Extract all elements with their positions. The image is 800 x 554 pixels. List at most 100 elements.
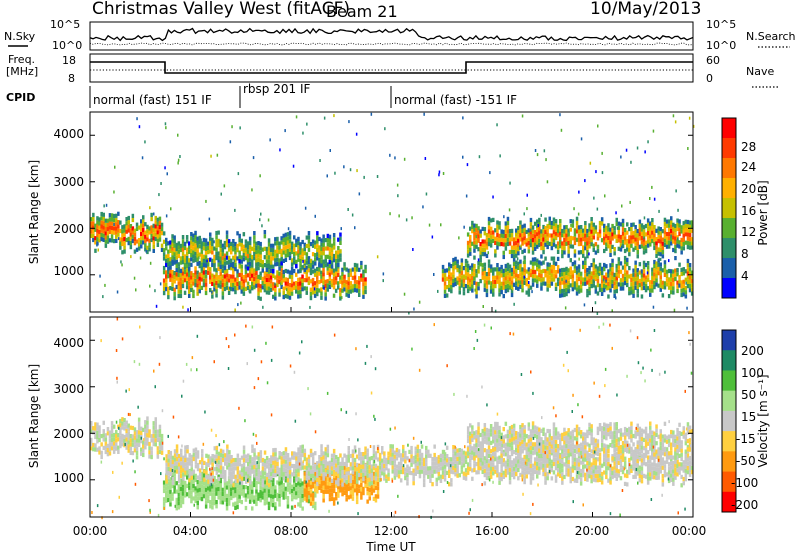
power-data-cell (655, 249, 658, 254)
vel-data-cell (115, 434, 118, 439)
power-data-cell (251, 277, 254, 282)
vel-data-cell (248, 499, 252, 504)
power-data-cell (213, 259, 216, 264)
vel-data-cell (496, 473, 499, 478)
vel-data-cell (272, 477, 275, 483)
vel-data-cell (278, 489, 281, 494)
power-data-cell (452, 257, 455, 263)
power-data-cell (577, 233, 581, 238)
vel-data-cell (167, 497, 170, 503)
power-data-cell (674, 236, 677, 241)
power-data-cell (188, 285, 191, 290)
power-data-cell (546, 223, 549, 229)
power-data-cell (603, 283, 606, 288)
power-data-cell (554, 223, 558, 228)
power-data-speck (509, 181, 511, 185)
power-data-cell (115, 226, 118, 231)
vel-data-cell (234, 505, 237, 510)
power-data-cell (261, 268, 264, 273)
power-data-cell (305, 273, 308, 279)
power-data-cell (169, 240, 172, 245)
vel-data-cell (293, 472, 296, 477)
vel-data-cell (150, 450, 153, 455)
vel-data-cell (186, 470, 189, 475)
vel-data-cell (152, 421, 155, 426)
power-data-cell (322, 276, 325, 281)
vel-data-cell (416, 469, 420, 474)
power-data-cell (473, 236, 476, 241)
power-data-cell (667, 294, 671, 299)
vel-data-cell (337, 465, 340, 470)
power-data-cell (288, 287, 292, 292)
power-data-cell (510, 245, 514, 250)
power-data-cell (284, 281, 288, 286)
power-data-speck (487, 251, 489, 255)
vel-data-cell (270, 459, 273, 464)
power-data-cell (642, 273, 646, 278)
power-data-cell (169, 269, 172, 274)
power-data-cell (487, 272, 491, 277)
vel-data-cell (372, 445, 376, 450)
power-data-cell (548, 275, 551, 280)
power-data-cell (194, 247, 197, 252)
vel-data-cell (341, 474, 344, 479)
power-data-cell (573, 253, 577, 258)
power-data-cell (261, 285, 264, 290)
vel-data-cell (156, 446, 160, 451)
power-data-cell (443, 293, 447, 298)
vel-data-cell (96, 439, 99, 444)
power-data-cell (546, 283, 549, 288)
power-data-speck (583, 303, 586, 307)
power-data-cell (179, 293, 183, 299)
power-data-cell (640, 281, 644, 287)
vel-data-cell (226, 448, 229, 453)
vel-data-cell (219, 491, 222, 496)
vel-data-cell (278, 471, 281, 477)
power-data-cell (102, 221, 105, 226)
vel-data-cell (221, 487, 225, 492)
power-data-cell (640, 244, 644, 249)
power-data-cell (653, 225, 656, 230)
power-data-cell (487, 225, 491, 230)
vel-data-cell (284, 468, 288, 473)
vel-data-cell (121, 425, 124, 430)
noise-left-tick-top: 10^5 (50, 18, 80, 31)
power-data-cell (146, 233, 149, 238)
power-data-cell (479, 242, 482, 247)
vel-data-cell (230, 459, 233, 464)
power-data-cell (617, 265, 621, 270)
vel-data-cell (257, 479, 260, 485)
power-data-cell (263, 263, 267, 268)
power-data-cell (160, 226, 164, 232)
vel-data-cell (301, 465, 304, 470)
power-data-speck (438, 173, 440, 177)
vel-data-cell (249, 467, 252, 472)
power-data-cell (548, 225, 551, 230)
vel-data-cell (347, 474, 350, 479)
vel-data-cell (194, 451, 198, 456)
power-data-cell (198, 264, 201, 269)
power-data-cell (335, 254, 338, 259)
power-data-speck (677, 208, 679, 212)
power-data-cell (217, 243, 220, 248)
power-data-cell (177, 289, 180, 294)
power-data-cell (665, 223, 669, 228)
vel-data-cell (372, 484, 376, 489)
power-data-cell (104, 243, 108, 248)
power-data-cell (626, 282, 629, 288)
power-data-cell (311, 277, 315, 283)
vel-data-cell (293, 482, 296, 487)
vel-data-cell (137, 426, 141, 431)
vel-data-cell (531, 467, 535, 472)
vel-data-cell (272, 498, 275, 503)
power-data-cell (322, 238, 325, 243)
power-data-cell (263, 271, 267, 276)
vel-data-cell (372, 466, 376, 471)
power-data-cell (603, 262, 606, 268)
power-data-cell (173, 235, 176, 240)
power-data-cell (684, 277, 688, 282)
power-data-cell (607, 281, 610, 286)
power-data-cell (554, 219, 558, 224)
vel-data-cell (228, 471, 231, 476)
power-data-cell (299, 285, 302, 290)
